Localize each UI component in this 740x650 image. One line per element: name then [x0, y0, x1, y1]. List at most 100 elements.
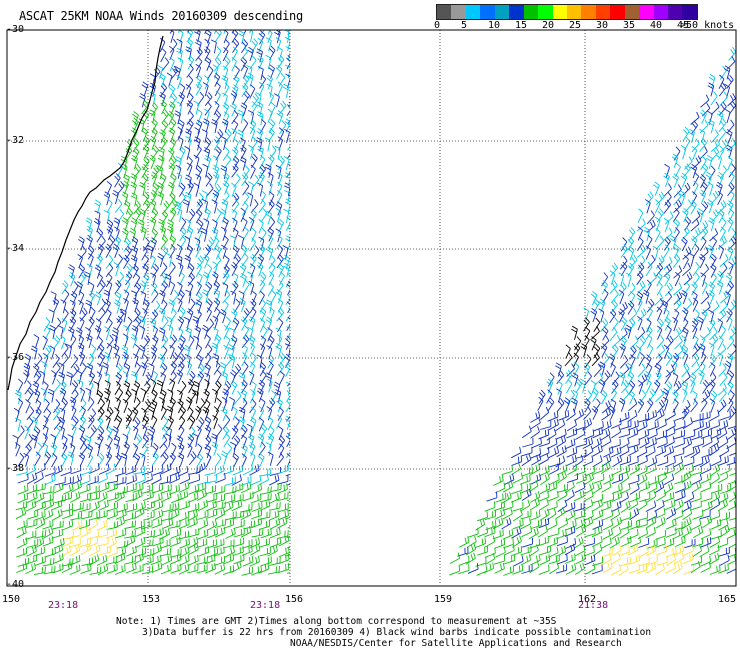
wind-barb — [583, 307, 590, 322]
wind-barb — [700, 463, 712, 475]
wind-barb — [717, 419, 729, 432]
wind-barb — [50, 442, 58, 457]
wind-barb — [531, 453, 542, 466]
wind-barb — [692, 412, 704, 423]
wind-barb — [645, 526, 656, 539]
wind-barb — [152, 325, 159, 340]
wind-barb — [285, 473, 290, 477]
wind-barb — [195, 281, 202, 296]
wind-barb — [228, 354, 236, 369]
wind-barb — [691, 227, 701, 241]
wind-barb — [618, 491, 629, 504]
wind-barb — [220, 136, 227, 151]
wind-barb — [152, 300, 161, 315]
wind-barb — [132, 117, 139, 132]
wind-barb — [286, 145, 290, 159]
wind-barb — [61, 561, 73, 574]
wind-barb — [297, 112, 302, 126]
wind-barb — [204, 372, 211, 387]
wind-barb — [114, 173, 121, 188]
wind-barb — [168, 299, 175, 314]
wind-barb — [170, 173, 177, 188]
wind-barb — [727, 316, 733, 331]
wind-barb — [176, 389, 183, 404]
wind-barb — [320, 49, 326, 63]
wind-barb — [87, 452, 94, 468]
wind-barb — [232, 537, 245, 548]
wind-barb — [151, 473, 162, 485]
wind-barb — [627, 455, 639, 466]
wind-barb — [140, 226, 147, 241]
wind-barb — [178, 481, 190, 493]
wind-barb — [125, 503, 137, 513]
wind-barb — [187, 564, 199, 574]
wind-barb — [728, 171, 735, 186]
wind-barb — [311, 94, 316, 108]
wind-barb — [123, 441, 130, 457]
wind-barb — [202, 324, 209, 340]
wind-barb — [295, 316, 301, 330]
wind-barb — [645, 191, 654, 206]
wind-barb — [652, 245, 659, 261]
time-label-mid: 23:18 — [250, 600, 281, 611]
wind-barb — [142, 263, 149, 278]
wind-barb — [711, 455, 722, 467]
wind-barb — [557, 517, 569, 530]
wind-barb — [304, 226, 309, 240]
wind-barb — [323, 37, 328, 51]
wind-barb — [257, 433, 265, 448]
wind-barb — [238, 416, 246, 431]
wind-barb — [584, 398, 591, 413]
wind-barb — [106, 501, 119, 512]
wind-barb — [627, 409, 638, 422]
wind-barb — [105, 415, 111, 430]
wind-barb — [646, 398, 654, 413]
wind-barb — [699, 335, 706, 350]
wind-barb — [646, 437, 657, 449]
wind-barb — [213, 485, 226, 495]
wind-barb — [205, 281, 213, 296]
wind-barb — [702, 436, 713, 448]
wind-barb — [43, 498, 55, 511]
wind-barb — [203, 46, 211, 61]
wind-barb — [467, 527, 479, 538]
wind-barb — [213, 555, 226, 566]
wind-barb — [547, 411, 559, 422]
wind-barb — [503, 565, 515, 576]
wind-barb — [601, 326, 609, 341]
wind-barb — [683, 272, 693, 286]
wind-barb — [202, 289, 209, 304]
wind-barb — [268, 91, 275, 107]
wind-barb — [260, 397, 266, 413]
wind-barb — [161, 210, 169, 225]
wind-barb — [106, 425, 113, 441]
wind-barb — [663, 172, 670, 187]
wind-barb — [201, 198, 208, 213]
wind-barb — [103, 209, 110, 224]
wind-barb — [548, 554, 560, 565]
wind-barb — [259, 468, 272, 477]
wind-barb — [151, 207, 159, 223]
wind-barb — [260, 30, 265, 35]
wind-barb — [179, 473, 191, 485]
wind-barb — [239, 297, 246, 313]
wind-barb — [88, 316, 95, 331]
wind-barb — [647, 254, 656, 269]
scale-swatch — [437, 5, 452, 19]
scale-tick-label: 35 — [623, 20, 636, 31]
wind-barb — [315, 136, 321, 150]
wind-barb — [247, 433, 255, 448]
wind-barb — [230, 102, 237, 117]
wind-barb — [197, 518, 209, 531]
scale-swatch — [653, 5, 668, 19]
wind-barb — [116, 209, 125, 224]
wind-barb — [672, 173, 679, 188]
wind-barb — [718, 547, 730, 557]
wind-barb — [197, 529, 209, 540]
wind-barb — [86, 234, 93, 250]
wind-barb — [61, 343, 69, 358]
scale-tick-label: 20 — [542, 20, 555, 31]
wind-barb — [222, 388, 229, 403]
wind-barb — [575, 518, 586, 530]
wind-barb — [690, 445, 701, 459]
